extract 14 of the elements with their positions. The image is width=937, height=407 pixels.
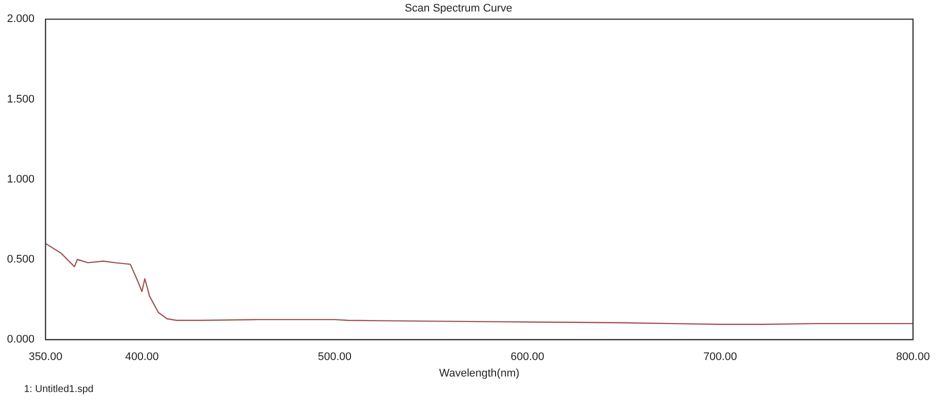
x-tick-label: 600.00 [510, 351, 544, 364]
y-tick-label: 2.000 [6, 13, 35, 26]
x-tick-label: 500.00 [318, 351, 352, 364]
x-axis-title: Wavelength(nm) [439, 367, 520, 380]
y-tick-label: 1.000 [6, 173, 35, 186]
x-tick-label: 400.00 [125, 351, 159, 364]
chart-title: Scan Spectrum Curve [404, 2, 512, 15]
x-tick-label: 800.00 [896, 351, 930, 364]
x-tick-label: 350.00 [28, 351, 62, 364]
y-tick-label: 0.500 [6, 254, 35, 266]
text: 1: Untitled1.spd [24, 384, 94, 395]
y-tick-label: 1.500 [6, 93, 35, 106]
y-tick-label: 0.000 [6, 334, 35, 346]
x-tick-label: 700.00 [703, 351, 738, 364]
